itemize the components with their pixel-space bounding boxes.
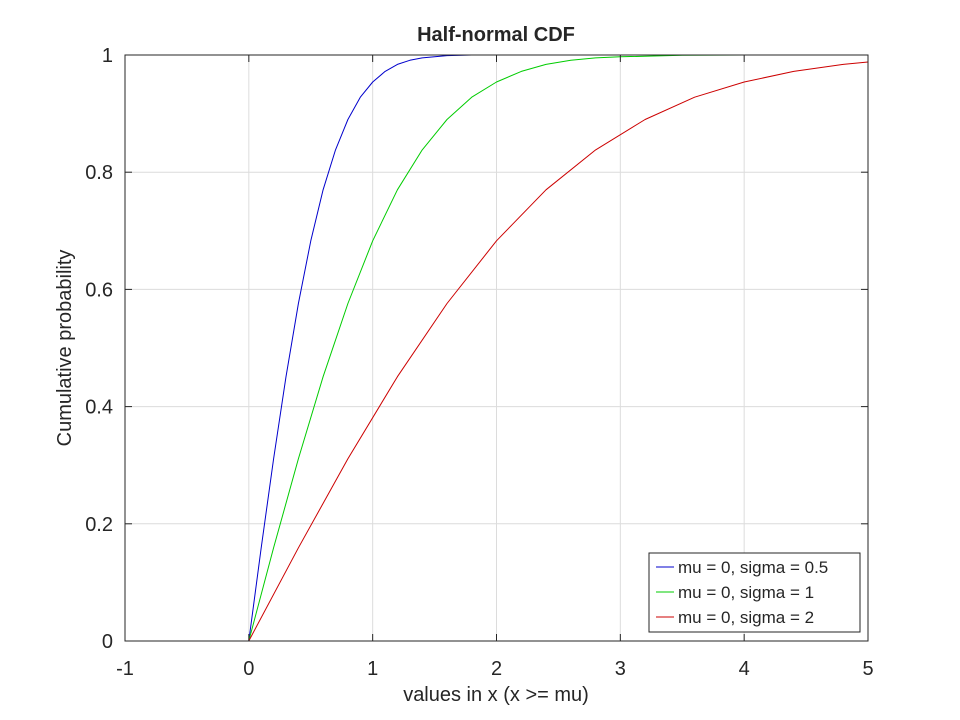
x-tick-label: 5 [862, 658, 873, 680]
y-tick-label: 0.2 [85, 514, 113, 536]
legend-box [648, 552, 861, 633]
chart-title: Half-normal CDF [417, 24, 575, 46]
y-tick-label: 0.4 [85, 397, 113, 419]
legend-entry-3: mu = 0, sigma = 2 [678, 608, 814, 627]
x-axis-label: values in x (x >= mu) [403, 684, 589, 706]
tick-marks [124, 54, 869, 642]
y-tick-label: 0 [102, 631, 113, 653]
x-tick-label: 4 [739, 658, 750, 680]
x-tick-label: -1 [116, 658, 134, 680]
y-tick-label: 1 [102, 45, 113, 67]
y-tick-label: 0.8 [85, 162, 113, 184]
x-tick-label: 2 [491, 658, 502, 680]
x-tick-label: 0 [243, 658, 254, 680]
x-tick-label: 3 [615, 658, 626, 680]
y-axis-label: Cumulative probability [54, 250, 76, 447]
legend-entry-2: mu = 0, sigma = 1 [678, 583, 814, 602]
y-tick-label: 0.6 [85, 279, 113, 301]
legend: mu = 0, sigma = 0.5 mu = 0, sigma = 1 mu =… [648, 552, 861, 633]
series-line-2 [248, 54, 868, 642]
x-tick-label: 1 [367, 658, 378, 680]
series-line-3 [248, 61, 869, 642]
legend-entry-1: mu = 0, sigma = 0.5 [678, 558, 828, 577]
tick-labels: -1 0 1 2 3 4 500.20.40.60.81 [85, 45, 873, 680]
